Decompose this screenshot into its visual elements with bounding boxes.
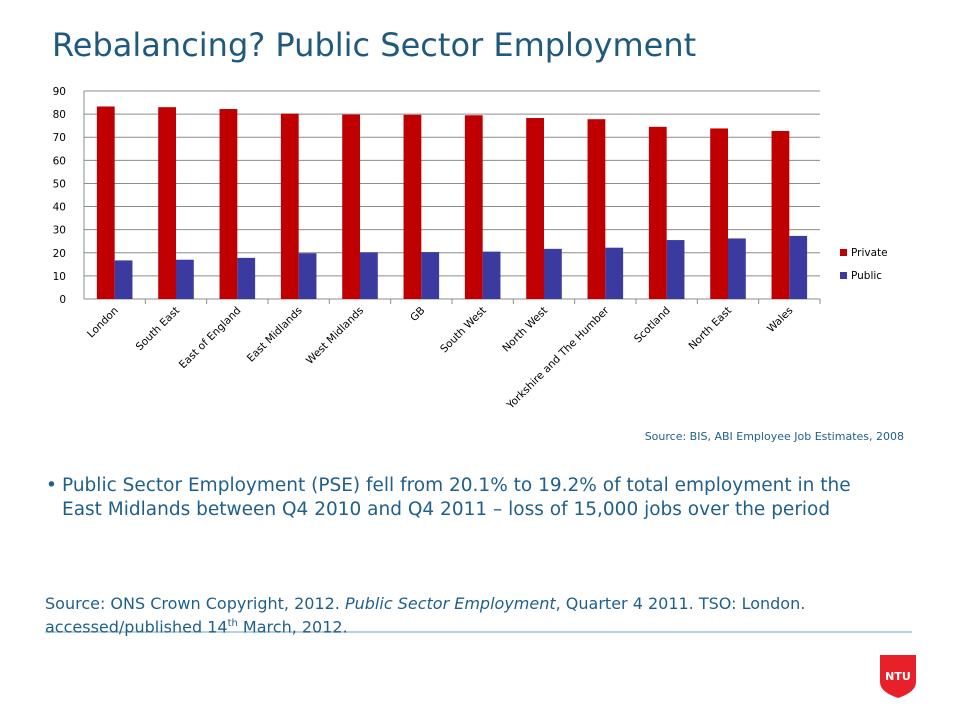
source-note: Source: ONS Crown Copyright, 2012. Publi…: [45, 594, 925, 637]
superscript: th: [227, 618, 238, 629]
legend-label: Private: [851, 247, 888, 259]
slide-title: Rebalancing? Public Sector Employment: [52, 26, 697, 64]
y-tick-label: 80: [53, 109, 66, 121]
source-text: , Quarter 4 2011. TSO: London. accessed/…: [45, 594, 806, 637]
bar: [237, 257, 256, 299]
chart-source: Source: BIS, ABI Employee Job Estimates,…: [645, 430, 904, 443]
bar: [771, 130, 790, 299]
source-text: Source: ONS Crown Copyright, 2012.: [45, 594, 345, 613]
y-tick-label: 10: [53, 271, 66, 283]
legend-label: Public: [851, 270, 882, 282]
bar: [176, 259, 194, 299]
y-tick-label: 90: [53, 86, 66, 98]
bar: [666, 240, 685, 299]
source-text: March, 2012.: [237, 617, 348, 637]
y-tick-label: 70: [53, 132, 66, 144]
source-title: Public Sector Employment: [344, 594, 556, 613]
y-tick-label: 20: [53, 248, 66, 260]
bullet-text: Public Sector Employment (PSE) fell from…: [62, 475, 851, 520]
bar: [587, 119, 606, 299]
y-tick-label: 50: [53, 178, 66, 190]
bar: [789, 235, 808, 299]
bar: [710, 128, 728, 299]
bar: [421, 252, 440, 299]
y-tick-label: 30: [53, 225, 66, 237]
bar: [648, 126, 667, 299]
logo-shield: [880, 655, 916, 698]
bar: [728, 238, 746, 299]
bar: [96, 106, 115, 300]
bar: [219, 109, 238, 299]
y-tick-label: 0: [59, 294, 66, 306]
bar: [403, 114, 422, 299]
bar: [280, 113, 299, 299]
bar: [544, 248, 562, 299]
logo-text: NTU: [885, 670, 911, 683]
bar: [360, 252, 378, 299]
bar: [342, 114, 360, 299]
legend-swatch: [840, 249, 847, 256]
bar: [482, 251, 501, 299]
y-tick-label: 60: [53, 155, 66, 167]
bar: [298, 253, 317, 299]
bar: [605, 247, 624, 299]
bar: [158, 107, 176, 299]
bar: [464, 115, 483, 300]
legend-swatch: [840, 272, 847, 279]
bar: [526, 118, 544, 299]
y-tick-label: 40: [53, 202, 66, 214]
bar: [114, 260, 133, 299]
bullet-marker: •: [46, 475, 57, 496]
